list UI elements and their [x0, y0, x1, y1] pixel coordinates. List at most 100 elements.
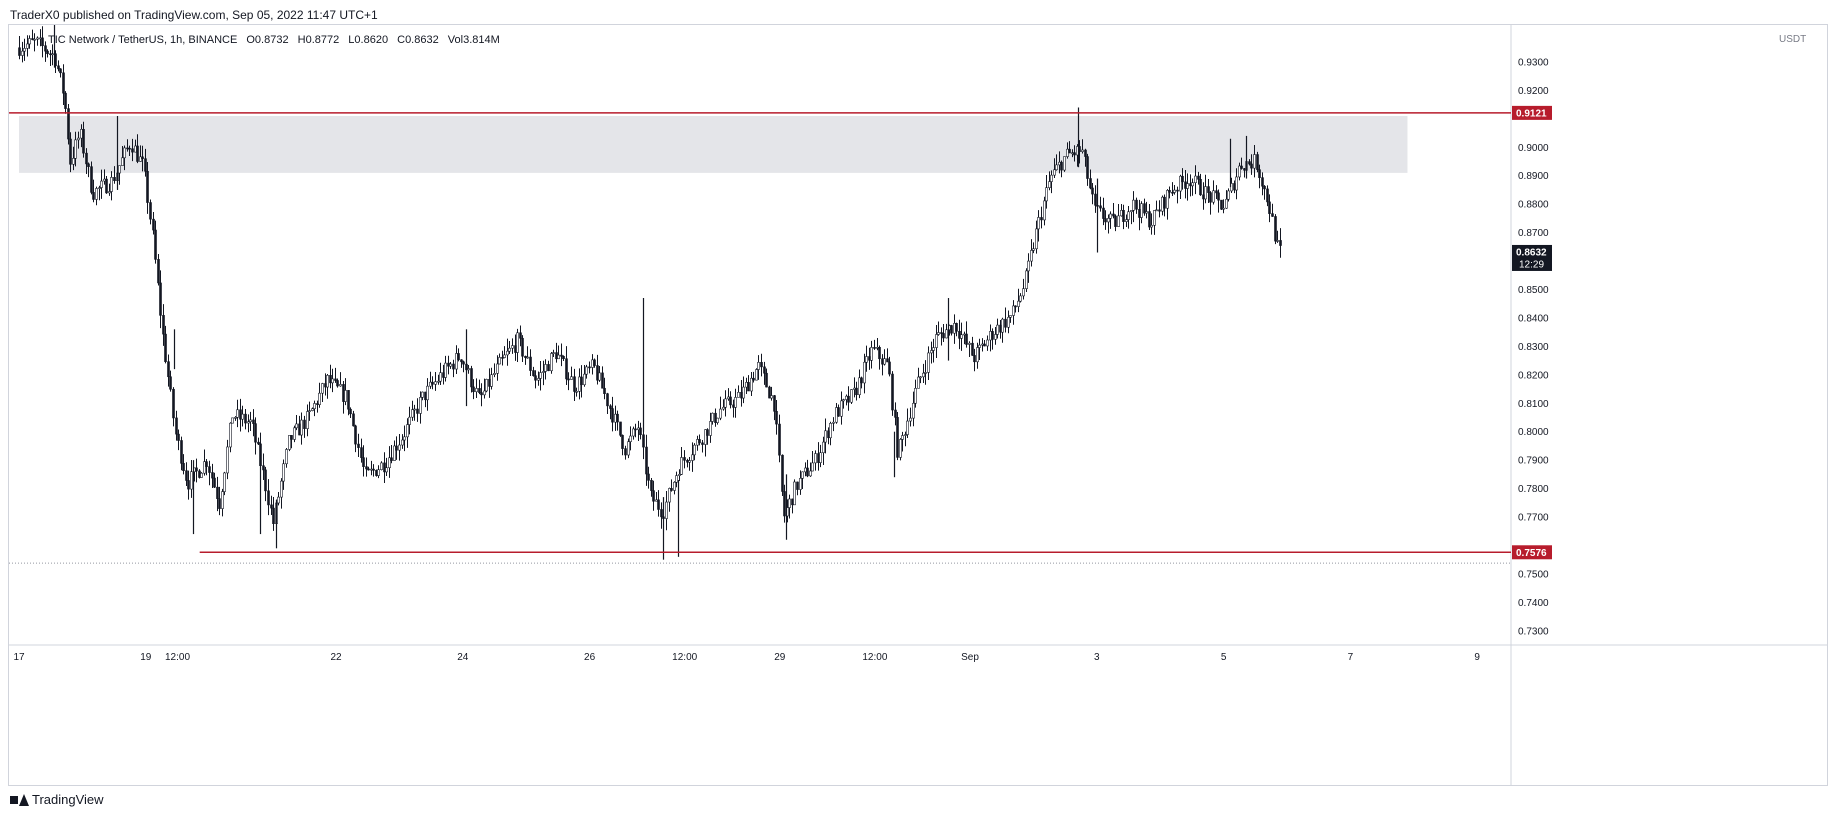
candle-body: [1027, 260, 1030, 272]
candle-body: [267, 490, 270, 506]
candle-body: [1161, 196, 1164, 212]
candle-body: [190, 471, 193, 490]
candle-body: [277, 496, 280, 504]
candle-body: [383, 462, 386, 473]
y-tick-label: 0.9200: [1518, 86, 1549, 97]
candle-body: [413, 408, 416, 411]
candle-body: [152, 218, 155, 231]
candle-body: [1107, 218, 1110, 223]
candle-body: [434, 381, 437, 385]
candle-body: [701, 442, 704, 445]
resistance-zone[interactable]: [19, 116, 1408, 173]
candle-body: [598, 372, 601, 381]
legend-symbol[interactable]: TIC Network / TetherUS, 1h, BINANCE: [48, 34, 238, 46]
x-tick-label: 19: [140, 652, 152, 663]
candle-body: [639, 427, 642, 436]
candle-body: [539, 372, 542, 379]
candle-body: [847, 395, 850, 403]
candle-body: [526, 356, 529, 359]
candle-body: [822, 441, 825, 454]
candle-body: [668, 488, 671, 503]
candle-body: [757, 362, 760, 370]
candle-body: [205, 461, 208, 467]
candle-body: [128, 147, 131, 150]
candle-body: [706, 429, 709, 436]
candle-body: [208, 466, 211, 473]
candle-body: [1071, 152, 1074, 154]
candle-body: [344, 390, 347, 402]
candle-body: [1138, 209, 1141, 218]
candle-body: [1233, 183, 1236, 191]
candle-body: [552, 352, 555, 354]
chart-frame[interactable]: 0.9300 0.9200 0.9000 0.8900 0.8800 0.8700 0.85…: [8, 24, 1828, 786]
candle-body: [891, 373, 894, 411]
candle-body: [403, 436, 406, 441]
candle-body: [873, 347, 876, 349]
currency-label[interactable]: USDT: [1779, 34, 1807, 45]
candle-body: [1112, 213, 1115, 217]
candle-body: [1191, 182, 1194, 187]
candle-body: [270, 504, 273, 509]
candle-body: [698, 439, 701, 444]
candle-body: [1176, 189, 1179, 192]
candle-body: [688, 460, 691, 463]
candle-body: [750, 377, 753, 392]
candle-body: [326, 375, 329, 388]
candle-body: [198, 470, 201, 478]
candle-body: [239, 409, 242, 420]
candle-body: [1225, 198, 1228, 209]
candle-body: [642, 434, 645, 448]
candle-body: [295, 423, 298, 429]
candle-body: [865, 356, 868, 363]
y-tick-label: 0.8300: [1518, 342, 1549, 353]
candle-body: [560, 354, 563, 357]
candle-body: [313, 403, 316, 410]
candle-body: [157, 259, 160, 284]
candle-body: [927, 352, 930, 373]
candle-body: [336, 380, 339, 387]
x-tick-label: 29: [774, 652, 786, 663]
candle-body: [1209, 192, 1212, 203]
candle-body: [765, 372, 768, 388]
candle-body: [426, 385, 429, 401]
candle-body: [1063, 156, 1066, 171]
candle-body: [1043, 200, 1046, 221]
candle-body: [532, 370, 535, 377]
candle-body: [734, 397, 737, 408]
candle-body: [1240, 165, 1243, 169]
candle-body: [1256, 154, 1259, 170]
candle-body: [508, 347, 511, 352]
candle-body: [583, 373, 586, 386]
candle-body: [98, 187, 101, 189]
candle-body: [455, 353, 458, 370]
candle-body: [100, 180, 103, 188]
candle-body: [994, 334, 997, 340]
candle-body: [832, 421, 835, 424]
candle-body: [90, 166, 93, 193]
candle-body: [452, 363, 455, 370]
candle-body: [996, 324, 999, 335]
candle-body: [231, 417, 234, 424]
candle-body: [92, 192, 95, 200]
candle-body: [516, 332, 519, 353]
candle-body: [1220, 199, 1223, 210]
candle-body: [408, 416, 411, 425]
candle-body: [1268, 201, 1271, 214]
candle-body: [1032, 248, 1035, 251]
y-tick-label: 0.8000: [1518, 427, 1549, 438]
price-chart[interactable]: 0.9300 0.9200 0.9000 0.8900 0.8800 0.8700 0.85…: [9, 25, 1827, 785]
candle-body: [401, 439, 404, 446]
candle-body: [264, 469, 267, 492]
y-tick-label: 0.7500: [1518, 569, 1549, 580]
candle-body: [252, 419, 255, 424]
candle-body: [72, 157, 75, 165]
candle-body: [976, 347, 979, 363]
candle-body: [575, 391, 578, 393]
publisher-line: TraderX0 published on TradingView.com, S…: [10, 8, 378, 22]
candle-body: [650, 480, 653, 491]
candle-body: [1235, 176, 1238, 191]
candle-body: [878, 347, 881, 360]
y-tick-label: 0.7900: [1518, 456, 1549, 467]
candle-body: [691, 454, 694, 461]
candle-body: [542, 371, 545, 373]
